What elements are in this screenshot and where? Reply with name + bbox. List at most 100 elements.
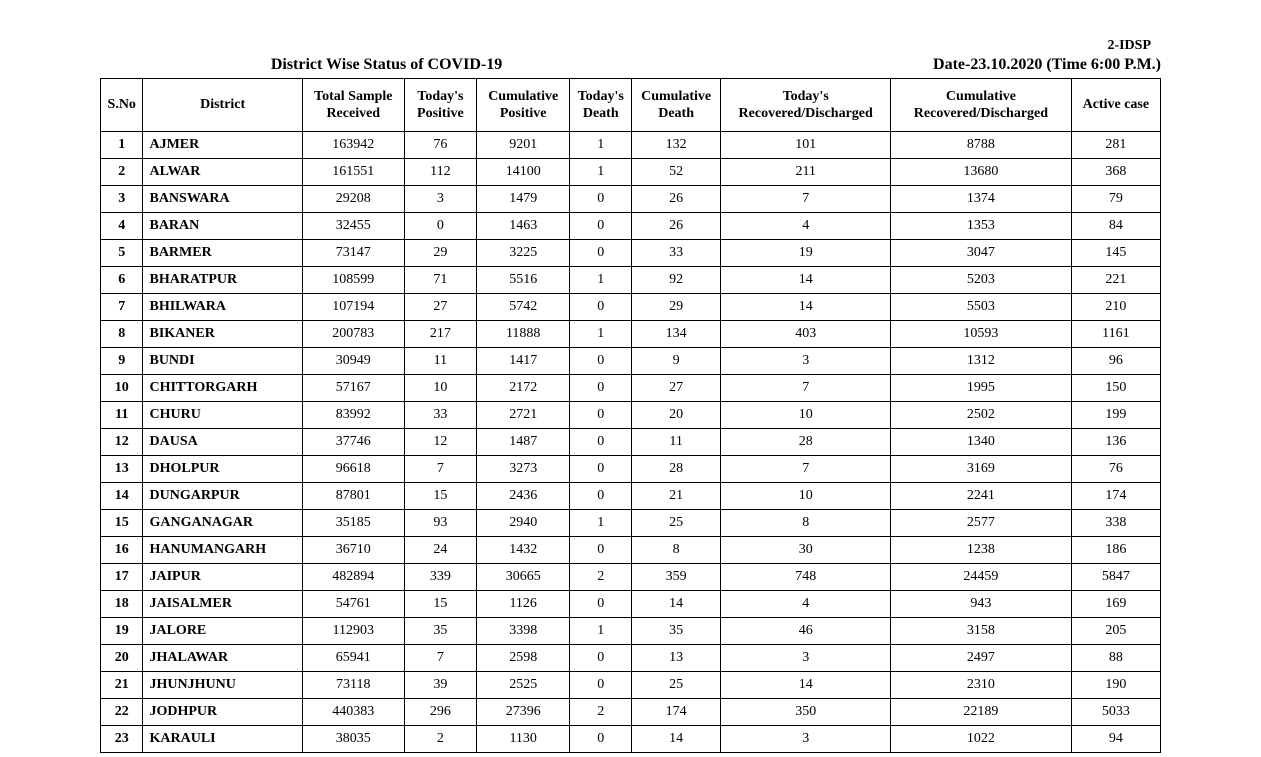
cell-cumulative-recovered: 2577 (891, 510, 1072, 537)
cell-district: HANUMANGARH (143, 537, 302, 564)
cell-cumulative-recovered: 1340 (891, 429, 1072, 456)
cell-district: JALORE (143, 618, 302, 645)
cell-todays-positive: 76 (404, 132, 476, 159)
cell-todays-death: 1 (570, 321, 632, 348)
cell-cumulative-recovered: 3158 (891, 618, 1072, 645)
cell-district: BHILWARA (143, 294, 302, 321)
cell-sno: 22 (101, 699, 143, 726)
cell-sno: 9 (101, 348, 143, 375)
cell-cumulative-death: 25 (632, 672, 721, 699)
table-row: 5BARMER73147293225033193047145 (101, 240, 1161, 267)
col-header-active: Active case (1071, 79, 1160, 132)
table-row: 8BIKANER200783217118881134403105931161 (101, 321, 1161, 348)
table-row: 17JAIPUR482894339306652359748244595847 (101, 564, 1161, 591)
cell-sno: 17 (101, 564, 143, 591)
cell-cumulative-positive: 2436 (476, 483, 569, 510)
cell-sample: 36710 (302, 537, 404, 564)
cell-todays-recovered: 4 (721, 591, 891, 618)
table-header-row: S.No District Total Sample Received Toda… (101, 79, 1161, 132)
cell-cumulative-positive: 5516 (476, 267, 569, 294)
col-header-todays-death: Today's Death (570, 79, 632, 132)
cell-cumulative-death: 14 (632, 591, 721, 618)
cell-cumulative-death: 35 (632, 618, 721, 645)
cell-todays-positive: 217 (404, 321, 476, 348)
table-row: 14DUNGARPUR87801152436021102241174 (101, 483, 1161, 510)
cell-active: 96 (1071, 348, 1160, 375)
cell-active: 5847 (1071, 564, 1160, 591)
cell-sample: 107194 (302, 294, 404, 321)
cell-sno: 14 (101, 483, 143, 510)
table-row: 20JHALAWAR65941725980133249788 (101, 645, 1161, 672)
cell-cumulative-positive: 2172 (476, 375, 569, 402)
table-row: 16HANUMANGARH3671024143208301238186 (101, 537, 1161, 564)
table-body: 1AJMER163942769201113210187882812ALWAR16… (101, 132, 1161, 753)
cell-todays-positive: 339 (404, 564, 476, 591)
cell-todays-positive: 10 (404, 375, 476, 402)
cell-active: 338 (1071, 510, 1160, 537)
cell-cumulative-death: 9 (632, 348, 721, 375)
cell-sno: 1 (101, 132, 143, 159)
table-row: 21JHUNJHUNU73118392525025142310190 (101, 672, 1161, 699)
cell-cumulative-death: 21 (632, 483, 721, 510)
report-title: District Wise Status of COVID-19 (100, 56, 673, 74)
cell-cumulative-positive: 14100 (476, 159, 569, 186)
cell-todays-recovered: 14 (721, 294, 891, 321)
cell-todays-death: 0 (570, 645, 632, 672)
col-header-todays-recovered: Today's Recovered/Discharged (721, 79, 891, 132)
title-row: District Wise Status of COVID-19 Date-23… (100, 56, 1161, 74)
cell-district: CHURU (143, 402, 302, 429)
cell-cumulative-death: 26 (632, 186, 721, 213)
cell-todays-death: 1 (570, 159, 632, 186)
cell-sample: 83992 (302, 402, 404, 429)
cell-sno: 18 (101, 591, 143, 618)
cell-active: 281 (1071, 132, 1160, 159)
cell-sample: 35185 (302, 510, 404, 537)
col-header-cumulative-positive: Cumulative Positive (476, 79, 569, 132)
cell-todays-recovered: 8 (721, 510, 891, 537)
cell-active: 186 (1071, 537, 1160, 564)
cell-cumulative-positive: 1417 (476, 348, 569, 375)
cell-todays-recovered: 748 (721, 564, 891, 591)
cell-todays-positive: 39 (404, 672, 476, 699)
cell-cumulative-death: 92 (632, 267, 721, 294)
cell-todays-recovered: 4 (721, 213, 891, 240)
cell-sample: 38035 (302, 726, 404, 753)
cell-sample: 57167 (302, 375, 404, 402)
cell-cumulative-death: 14 (632, 726, 721, 753)
cell-todays-death: 2 (570, 699, 632, 726)
cell-sno: 10 (101, 375, 143, 402)
cell-todays-positive: 15 (404, 591, 476, 618)
cell-todays-recovered: 14 (721, 672, 891, 699)
cell-cumulative-recovered: 2310 (891, 672, 1072, 699)
cell-todays-death: 0 (570, 456, 632, 483)
cell-sno: 16 (101, 537, 143, 564)
cell-cumulative-recovered: 22189 (891, 699, 1072, 726)
cell-active: 88 (1071, 645, 1160, 672)
cell-todays-death: 0 (570, 483, 632, 510)
cell-cumulative-positive: 1463 (476, 213, 569, 240)
cell-todays-recovered: 14 (721, 267, 891, 294)
col-header-sample: Total Sample Received (302, 79, 404, 132)
cell-active: 1161 (1071, 321, 1160, 348)
cell-todays-recovered: 211 (721, 159, 891, 186)
cell-district: DUNGARPUR (143, 483, 302, 510)
cell-todays-death: 0 (570, 429, 632, 456)
cell-district: BARAN (143, 213, 302, 240)
cell-todays-positive: 0 (404, 213, 476, 240)
cell-todays-positive: 12 (404, 429, 476, 456)
cell-todays-recovered: 28 (721, 429, 891, 456)
cell-todays-recovered: 7 (721, 186, 891, 213)
cell-sno: 15 (101, 510, 143, 537)
cell-sample: 108599 (302, 267, 404, 294)
cell-todays-positive: 24 (404, 537, 476, 564)
cell-todays-recovered: 7 (721, 375, 891, 402)
cell-active: 145 (1071, 240, 1160, 267)
cell-todays-death: 0 (570, 240, 632, 267)
cell-cumulative-recovered: 2241 (891, 483, 1072, 510)
cell-cumulative-recovered: 3047 (891, 240, 1072, 267)
table-row: 4BARAN32455014630264135384 (101, 213, 1161, 240)
cell-cumulative-positive: 30665 (476, 564, 569, 591)
cell-todays-positive: 71 (404, 267, 476, 294)
table-row: 6BHARATPUR108599715516192145203221 (101, 267, 1161, 294)
cell-active: 210 (1071, 294, 1160, 321)
